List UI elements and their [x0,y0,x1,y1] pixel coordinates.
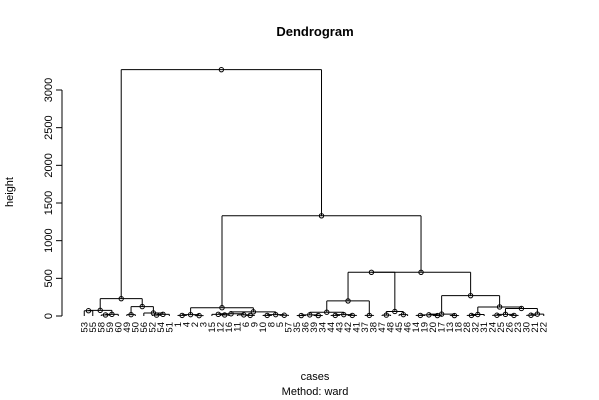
leaf-label: 34 [318,322,329,333]
leaf-label: 14 [411,322,422,333]
leaf-label: 60 [113,322,124,333]
merge-node [221,312,228,318]
leaf-label: 16 [224,322,235,333]
leaf-label: 32 [471,322,482,333]
leaf-label: 21 [530,322,541,333]
leaf-label: 30 [522,322,533,333]
merge-node [241,312,247,318]
merge-node [518,305,525,312]
method-subtitle: Method: ward [282,386,349,398]
y-tick-label: 500 [43,269,55,287]
leaf-label: 28 [462,322,473,333]
merge-node [281,312,287,318]
merge-node [332,312,338,319]
leaf-label: 52 [147,322,158,333]
leaf-label: 49 [122,322,133,333]
leaf-label: 51 [164,322,175,333]
leaf-label: 41 [352,322,363,333]
leaf-label: 11 [232,322,243,332]
merge-node [160,311,166,318]
leaf-label: 44 [326,322,337,333]
leaf-label: 35 [292,322,303,333]
leaf-label: 19 [420,322,431,333]
merge-node [468,312,475,319]
merge-node [179,312,185,319]
y-tick-label: 2000 [43,153,55,177]
merge-node [215,311,221,318]
leaf-label: 45 [394,322,405,333]
leaf-label: 31 [479,322,490,333]
leaf-label: 43 [335,322,346,333]
leaf-label: 13 [445,322,456,333]
leaf-label: 38 [369,322,380,333]
y-axis: 0 500 1000 1500 2000 2500 3000 [43,78,63,319]
merge-node [349,312,355,319]
leaf-label: 8 [266,322,277,327]
leaf-label: 46 [403,322,414,333]
leaf-label: 20 [428,322,439,333]
merge-node [511,312,517,319]
leaf-label: 59 [105,322,116,333]
leaf-label: 26 [505,322,516,333]
leaf-label: 39 [309,322,320,333]
leaf-label: 55 [88,322,99,333]
leaf-label: 48 [386,322,397,333]
leaf-label: 54 [156,322,167,333]
merge-node [426,312,432,318]
leaf-label: 23 [513,322,524,333]
leaf-label: 2 [190,322,201,327]
leaf-label: 24 [488,322,499,333]
leaf-label: 4 [181,322,192,327]
merge-node [528,312,534,318]
y-tick-label: 1000 [43,228,55,252]
x-axis-label: cases [301,371,330,383]
leaf-label: 18 [454,322,465,333]
dendrogram-tree [83,66,545,319]
merge-node [264,312,270,319]
leaf-label: 37 [360,322,371,333]
merge-node [247,312,253,319]
y-tick-label: 0 [43,313,55,319]
leaf-label: 10 [258,322,269,333]
leaf-label: 42 [343,322,354,333]
leaf-label: 5 [275,322,286,327]
merge-node [417,312,424,319]
leaf-label: 50 [130,322,141,333]
leaf-label: 56 [139,322,150,333]
merge-node [494,312,500,318]
leaf-label: 15 [207,322,218,333]
leaf-label: 36 [300,322,311,333]
leaf-label: 9 [249,322,260,327]
merge-node [196,312,202,319]
merge-node [315,312,321,319]
y-tick-label: 2500 [43,115,55,139]
leaf-label: 1 [173,322,184,327]
leaf-label: 6 [241,322,252,327]
leaf-label: 47 [377,322,388,333]
leaf-label: 58 [96,322,107,333]
leaf-label: 57 [283,322,294,333]
leaf-label: 17 [437,322,448,333]
leaf-label: 22 [539,322,550,333]
y-axis-label: height [4,177,16,207]
leaf-labels: 5355585960495056525451142315121611691085… [79,322,549,333]
leaf-label: 53 [79,322,90,333]
leaf-label: 3 [198,322,209,327]
leaf-label: 12 [215,322,226,333]
y-tick-label: 1500 [43,191,55,215]
y-tick-label: 3000 [43,78,55,102]
merge-node [102,312,109,318]
leaf-label: 25 [496,322,507,333]
merge-node [218,66,225,73]
merge-node [298,312,304,319]
chart-title: Dendrogram [276,24,353,39]
merge-node [451,312,458,319]
